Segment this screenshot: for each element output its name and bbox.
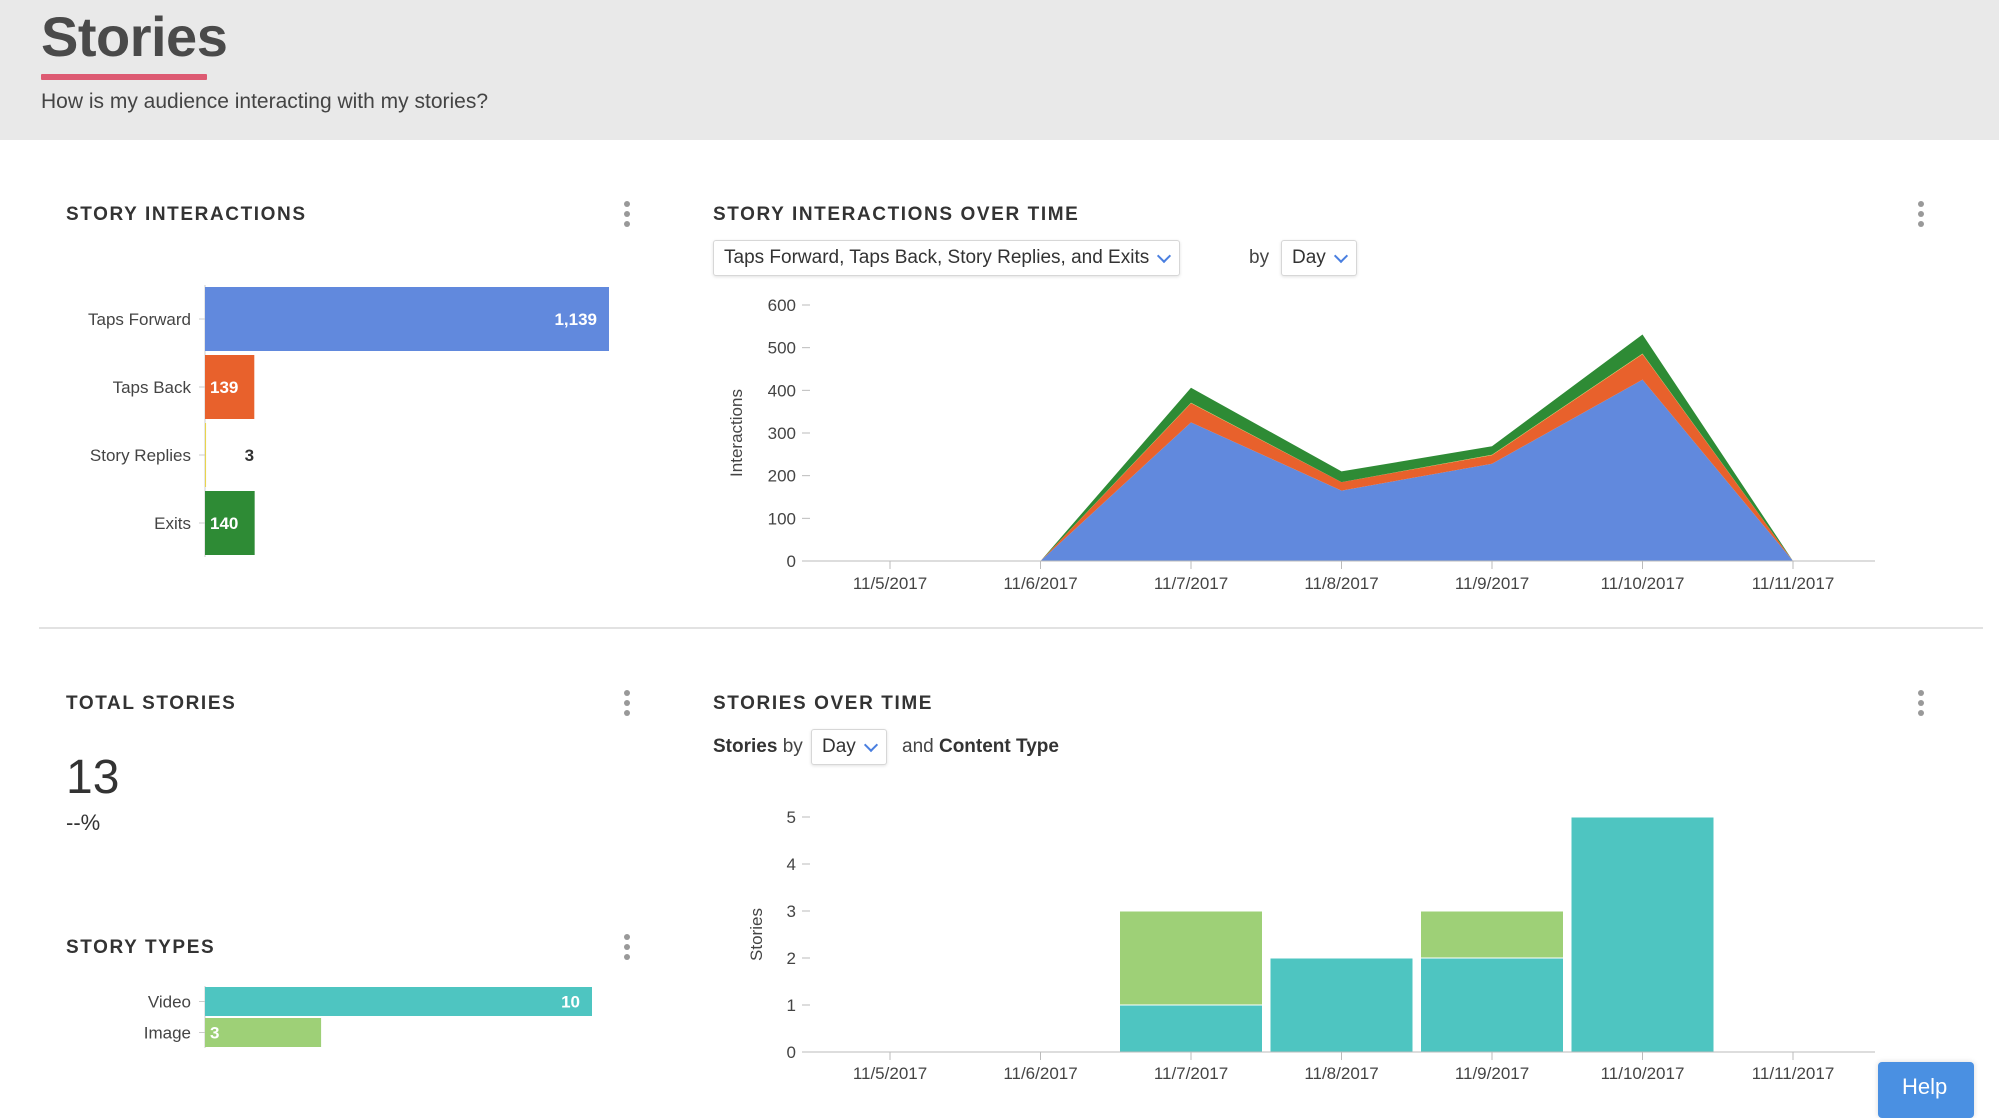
interaction-period-dropdown-value: Day: [1292, 247, 1326, 268]
interaction-metric-dropdown-value: Taps Forward, Taps Back, Story Replies, …: [724, 247, 1150, 268]
x-tick-label: 11/10/2017: [1601, 1064, 1685, 1083]
x-tick-label: 11/9/2017: [1455, 574, 1529, 593]
y-axis-label: Stories: [747, 908, 766, 961]
stories-over-time-menu-icon[interactable]: [1916, 688, 1926, 718]
y-axis-label: Interactions: [727, 389, 746, 477]
x-tick-label: 11/5/2017: [853, 574, 927, 593]
total-stories-value: 13: [66, 751, 120, 804]
stories-content-type: Content Type: [938, 736, 1059, 757]
x-tick-label: 11/8/2017: [1304, 1064, 1378, 1083]
x-tick-label: 11/11/2017: [1752, 1064, 1835, 1083]
help-button[interactable]: Help: [1878, 1062, 1974, 1118]
interactions-over-time-title: STORY INTERACTIONS OVER TIME: [713, 204, 1080, 225]
chevron-down-icon: [1333, 248, 1348, 263]
x-tick-label: 11/10/2017: [1601, 574, 1685, 593]
page-title: Stories: [41, 5, 228, 68]
x-tick-label: 11/6/2017: [1003, 1064, 1077, 1083]
stories-over-time-suffix-label: and Content Type: [902, 736, 1059, 758]
stories-by: by: [782, 736, 803, 757]
stories-bar-chart: 0 1 2 3 4 5 Stories 11/5/2017 11/6/2017 11/7/2017…: [747, 808, 1875, 1083]
y-tick-label: 0: [787, 552, 796, 571]
x-tick-label: 11/6/2017: [1003, 574, 1077, 593]
y-tick-label: 300: [768, 424, 796, 443]
stories-period-dropdown-value: Day: [822, 736, 856, 757]
stories-over-time-title: STORIES OVER TIME: [713, 693, 934, 714]
bar-video: [1269, 957, 1414, 1053]
x-tick-label: 11/11/2017: [1752, 574, 1835, 593]
x-tick-label: 11/7/2017: [1154, 574, 1228, 593]
y-tick-label: 3: [787, 902, 796, 921]
stories-period-dropdown[interactable]: Day: [811, 729, 887, 765]
y-tick-label: 400: [768, 381, 796, 400]
interaction-period-dropdown[interactable]: Day: [1281, 240, 1357, 276]
story-interactions-menu-icon[interactable]: [622, 199, 632, 229]
y-tick-label: 2: [787, 949, 796, 968]
page-header: Stories How is my audience interacting w…: [0, 0, 1999, 140]
bar-video: [1570, 816, 1715, 1053]
area-taps-forward: [1040, 379, 1793, 561]
story-interactions-title: STORY INTERACTIONS: [66, 204, 307, 225]
bar-value-label: 140: [210, 514, 238, 533]
interactions-over-time-menu-icon[interactable]: [1916, 199, 1926, 229]
bar-video: [1119, 1004, 1263, 1053]
bar-value-label: 139: [210, 378, 238, 397]
bar-image: [1420, 910, 1564, 959]
y-tick-label: 1: [787, 996, 796, 1015]
story-types-menu-icon[interactable]: [622, 932, 632, 962]
bar-exits: [205, 491, 255, 555]
chevron-down-icon: [1157, 248, 1172, 263]
chevron-down-icon: [863, 737, 878, 752]
bar-category-label: Video: [148, 993, 191, 1012]
bar-value-label: 10: [561, 993, 580, 1012]
bar-image: [1119, 910, 1263, 1006]
y-tick-label: 0: [787, 1043, 796, 1062]
y-tick-label: 100: [768, 509, 796, 528]
x-tick-label: 11/9/2017: [1455, 1064, 1529, 1083]
bar-category-label: Taps Back: [113, 378, 192, 397]
interaction-metric-dropdown[interactable]: Taps Forward, Taps Back, Story Replies, …: [713, 240, 1181, 276]
x-tick-label: 11/5/2017: [853, 1064, 927, 1083]
bar-value-label: 3: [245, 446, 254, 465]
stories-prefix: Stories: [713, 736, 778, 757]
bar-category-label: Exits: [154, 514, 191, 533]
total-stories-title: TOTAL STORIES: [66, 693, 237, 714]
x-tick-label: 11/8/2017: [1304, 574, 1378, 593]
bar-category-label: Taps Forward: [88, 310, 191, 329]
bar-category-label: Image: [144, 1024, 191, 1043]
y-tick-label: 600: [768, 296, 796, 315]
y-tick-label: 500: [768, 339, 796, 358]
bar-story-replies: [205, 423, 207, 487]
total-stories-change: --%: [66, 810, 101, 835]
total-stories-menu-icon[interactable]: [622, 688, 632, 718]
y-tick-label: 5: [787, 808, 796, 827]
bar-video: [205, 987, 592, 1016]
title-underline: [41, 74, 207, 80]
bar-image: [205, 1018, 322, 1047]
x-tick-label: 11/7/2017: [1154, 1064, 1228, 1083]
y-tick-label: 200: [768, 467, 796, 486]
interactions-area-chart: 0 100 200 300 400 500 600 Interactions 11/5/2017…: [727, 296, 1875, 593]
stories-over-time-controls-label: Stories by: [713, 736, 803, 758]
y-tick-label: 4: [787, 855, 796, 874]
story-interactions-chart: Taps Forward 1,139 Taps Back 139 Story Repli…: [88, 285, 609, 557]
bar-value-label: 3: [210, 1024, 219, 1043]
by-label: by: [1249, 247, 1270, 268]
bar-taps-forward: [205, 287, 609, 351]
bar-value-label: 1,139: [554, 310, 597, 329]
section-divider: [39, 627, 1983, 629]
bar-taps-back: [205, 355, 255, 419]
page-subtitle: How is my audience interacting with my s…: [41, 90, 489, 113]
bar-category-label: Story Replies: [90, 446, 191, 465]
story-types-title: STORY TYPES: [66, 937, 216, 958]
bar-video: [1420, 957, 1564, 1053]
story-types-chart: Video 10 Image 3: [144, 986, 592, 1048]
stories-and: and: [902, 736, 934, 757]
